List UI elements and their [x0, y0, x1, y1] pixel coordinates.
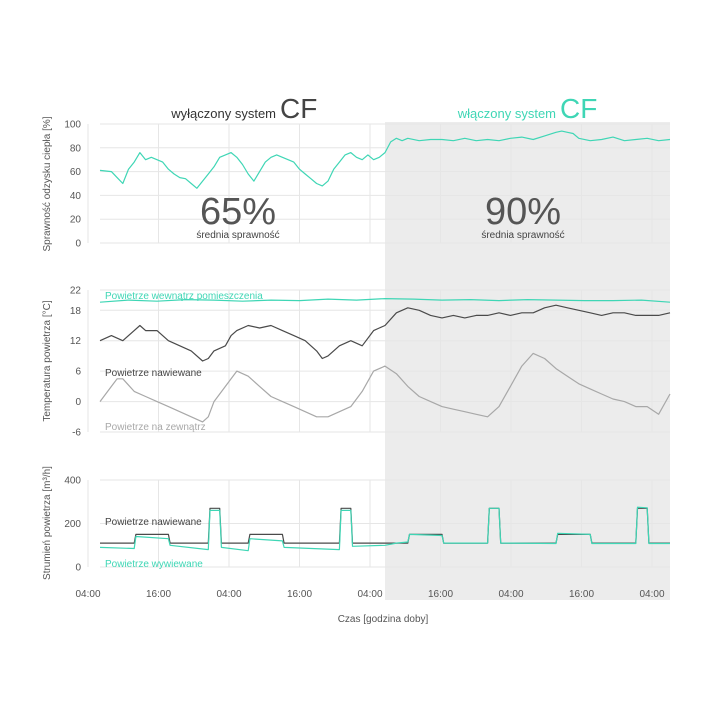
- y-tick-label-1-2: 6: [75, 367, 81, 378]
- series-line-temperature-1: [99, 304, 671, 362]
- x-tick-label-2: 04:00: [216, 589, 241, 600]
- header-off-text: wyłączony system: [170, 106, 276, 121]
- series-line-efficiency-0: [99, 130, 671, 189]
- legend-exhaust-air-flow: Powietrze wywiewane: [105, 559, 203, 570]
- grid: [87, 123, 670, 568]
- x-tick-label-3: 16:00: [287, 589, 312, 600]
- x-tick-label-0: 04:00: [75, 589, 100, 600]
- x-tick-label-6: 04:00: [498, 589, 523, 600]
- header-on-cf: CF: [560, 93, 597, 124]
- x-axis-label: Czas [godzina doby]: [338, 614, 429, 625]
- y-axis-label-temperature: Temperatura powietrza [°C]: [42, 300, 53, 421]
- header-on-text: włączony system: [457, 106, 556, 121]
- x-tick-label-8: 04:00: [639, 589, 664, 600]
- legend-supply-air-flow: Powietrze nawiewane: [105, 517, 202, 528]
- y-tick-label-0-5: 100: [64, 120, 81, 131]
- y-axis-label-airflow: Strumień powietrza [m³/h]: [42, 466, 53, 580]
- y-tick-label-1-3: 12: [70, 336, 82, 347]
- series-line-airflow-1: [99, 506, 670, 552]
- annotation-off-caption: średnia sprawność: [196, 230, 279, 241]
- axes: 04:00 16:00 04:00 16:00 04:00 16:00 04:00 16:00…: [42, 116, 665, 600]
- series-line-temperature-2: [99, 352, 671, 423]
- annotation-on-caption: średnia sprawność: [481, 230, 564, 241]
- legend-supply-air-temp: Powietrze nawiewane: [105, 368, 202, 379]
- y-tick-label-0-4: 80: [70, 143, 82, 154]
- legend-outdoor-air: Powietrze na zewnątrz: [105, 422, 206, 433]
- series-line-temperature-0: [99, 298, 671, 303]
- y-tick-label-1-5: 22: [70, 286, 82, 297]
- x-tick-label-5: 16:00: [428, 589, 453, 600]
- x-tick-label-1: 16:00: [146, 589, 171, 600]
- annotation-on-value: 90%: [485, 191, 561, 233]
- series-layer: [99, 130, 671, 552]
- y-tick-label-2-0: 0: [75, 563, 81, 574]
- y-tick-label-2-2: 400: [64, 476, 81, 487]
- y-tick-label-0-3: 60: [70, 167, 82, 178]
- y-tick-label-0-2: 40: [70, 191, 82, 202]
- y-tick-label-2-1: 200: [64, 519, 81, 530]
- y-tick-label-0-0: 0: [75, 239, 81, 250]
- y-axis-label-efficiency: Sprawność odzysku ciepła [%]: [42, 116, 53, 251]
- y-tick-label-1-0: -6: [72, 428, 81, 439]
- x-tick-label-7: 16:00: [569, 589, 594, 600]
- y-tick-label-1-1: 0: [75, 397, 81, 408]
- x-tick-label-4: 04:00: [357, 589, 382, 600]
- cf-on-shaded-region: [385, 122, 670, 600]
- annotation-off-value: 65%: [200, 191, 276, 233]
- y-tick-label-0-1: 20: [70, 215, 82, 226]
- y-tick-label-1-4: 18: [70, 306, 82, 317]
- header-off-cf: CF: [280, 93, 317, 124]
- legend-indoor-air: Powietrze wewnątrz pomieszczenia: [105, 291, 263, 302]
